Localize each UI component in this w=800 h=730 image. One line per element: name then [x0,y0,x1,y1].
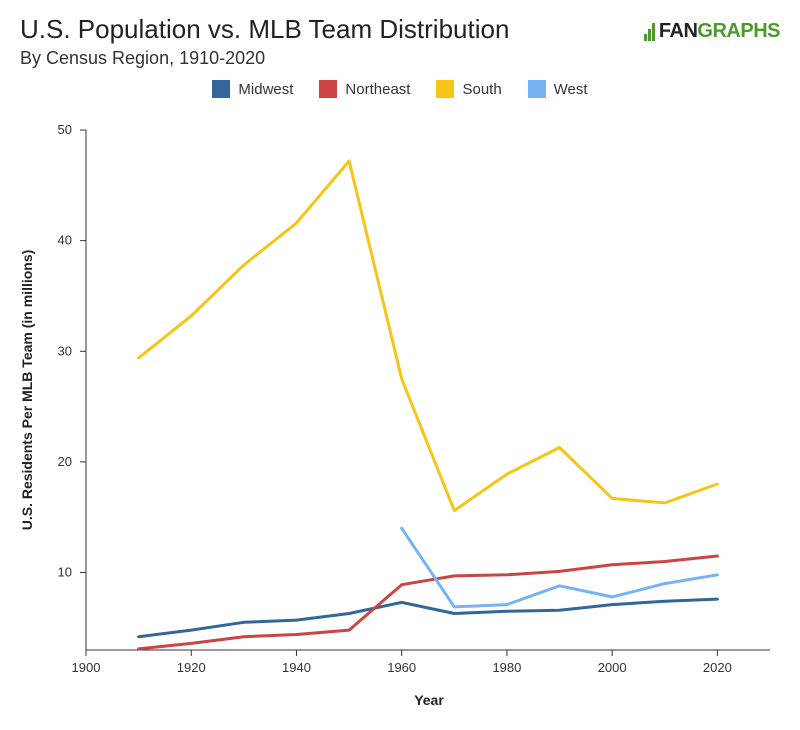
y-tick-label: 30 [58,343,72,358]
y-tick-label: 50 [58,122,72,137]
legend-item-west[interactable]: West [527,80,588,98]
chart-title: U.S. Population vs. MLB Team Distributio… [20,14,510,44]
series-line-west[interactable] [400,526,719,609]
legend-swatch-midwest [212,80,231,98]
chart-lines [137,159,719,651]
fangraphs-logo: FAN GRAPHS [643,20,780,43]
y-tick-label: 40 [58,233,72,248]
legend-swatch-south [436,80,455,98]
legend-label-northeast: Northeast [345,80,411,98]
legend-label-south: South [462,80,502,98]
y-tick-label: 20 [58,454,72,469]
legend-swatch-west [527,80,546,98]
x-tick-label: 2000 [598,660,627,675]
logo-text-fan: FAN [658,20,698,42]
x-tick-label: 1940 [282,660,311,675]
logo-text-graphs: GRAPHS [697,20,780,42]
x-tick-label: 2020 [703,660,732,675]
series-line-south[interactable] [137,159,719,513]
chart-axes: 10 20 30 40 50 1900 1920 1940 1960 1980 2000 2020 [58,122,770,675]
x-tick-label: 1960 [387,660,416,675]
logo-bars-icon [643,22,656,41]
series-line-northeast[interactable] [137,554,719,651]
y-tick-label: 10 [58,565,72,580]
x-tick-label: 1920 [177,660,206,675]
x-axis-title: Year [414,692,444,708]
legend-item-midwest[interactable]: Midwest [212,80,293,98]
chart-subtitle: By Census Region, 1910-2020 [20,48,266,68]
series-line-midwest[interactable] [137,597,719,639]
legend-item-south[interactable]: South [436,80,502,98]
legend-swatch-northeast [319,80,338,98]
x-tick-label: 1980 [492,660,521,675]
legend-label-midwest: Midwest [238,80,294,98]
legend-label-west: West [553,80,588,98]
y-axis-title: U.S. Residents Per MLB Team (in millions… [19,250,35,531]
x-tick-label: 1900 [72,660,101,675]
legend-item-northeast[interactable]: Northeast [319,80,410,98]
chart-legend: Midwest Northeast South West [0,80,800,98]
